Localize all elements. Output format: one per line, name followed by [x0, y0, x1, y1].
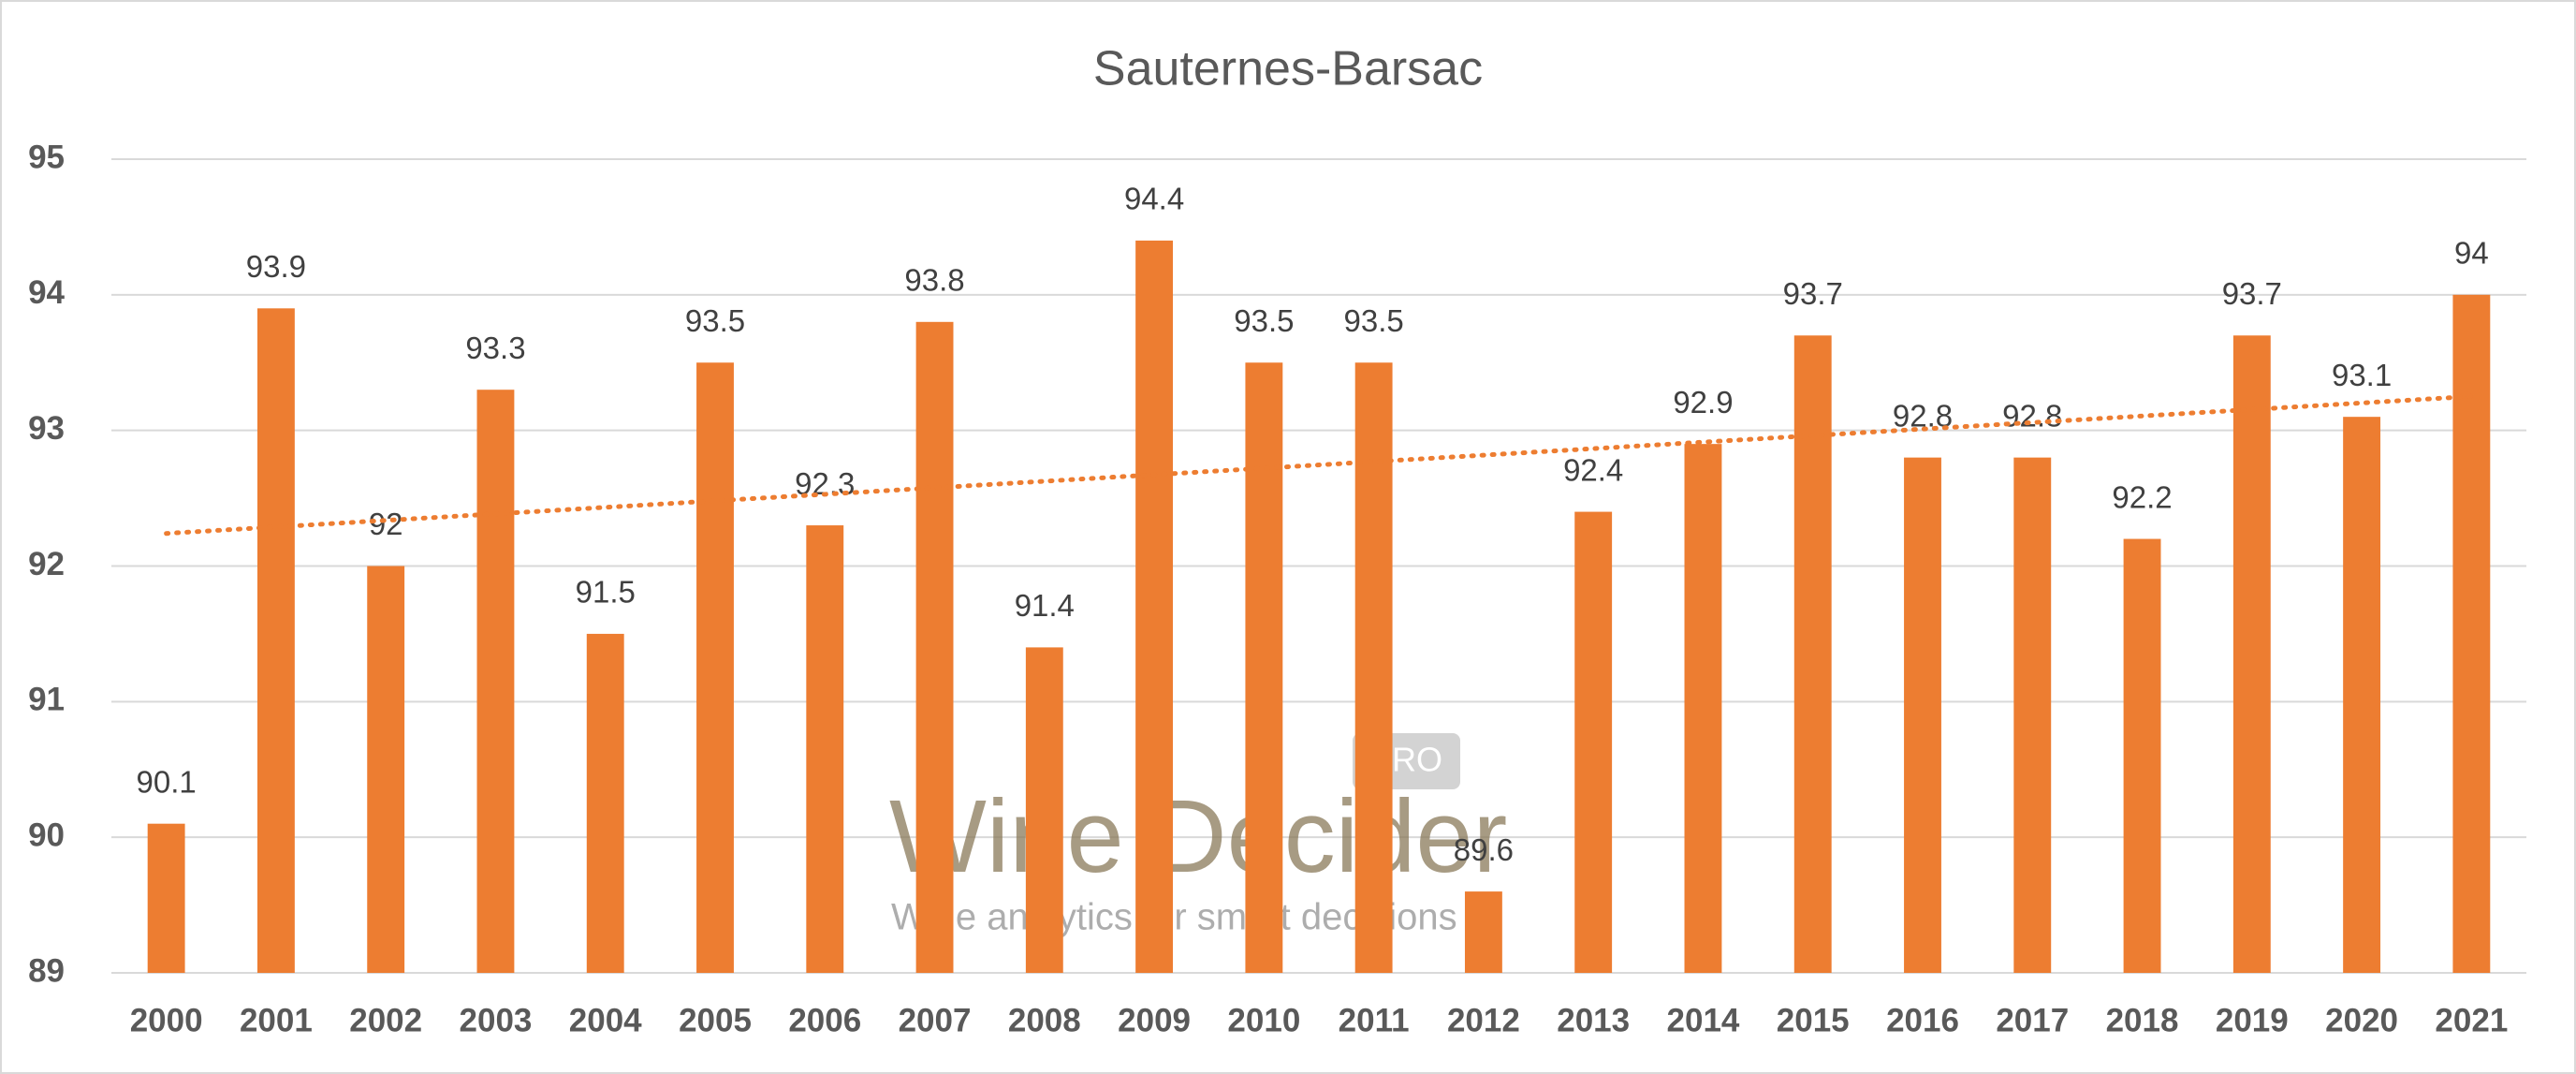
- x-tick-label: 2008: [1008, 1002, 1081, 1038]
- x-tick-label: 2011: [1339, 1002, 1410, 1038]
- bar: [2343, 417, 2381, 973]
- x-tick-label: 2012: [1447, 1002, 1520, 1038]
- bar: [147, 823, 185, 973]
- x-tick-label: 2016: [1886, 1002, 1959, 1038]
- bar: [2452, 294, 2491, 973]
- bar: [586, 633, 624, 973]
- data-label: 91.4: [1015, 588, 1075, 623]
- x-tick-label: 2005: [679, 1002, 752, 1038]
- trendline: [164, 393, 2474, 537]
- chart-title: Sauternes-Barsac: [1093, 42, 1483, 96]
- y-tick-label: 92: [28, 546, 65, 582]
- y-tick-label: 94: [28, 274, 65, 311]
- x-tick-label: 2002: [349, 1002, 422, 1038]
- bar: [1464, 891, 1502, 973]
- data-label: 92.2: [2112, 479, 2172, 514]
- data-label: 93.5: [685, 303, 745, 338]
- x-tick-label: 2006: [788, 1002, 861, 1038]
- x-tick-label: 2020: [2325, 1002, 2398, 1038]
- data-label: 93.1: [2332, 358, 2392, 392]
- data-label: 93.5: [1344, 303, 1404, 338]
- data-label: 93.5: [1234, 303, 1294, 338]
- data-label: 92.9: [1673, 385, 1733, 419]
- data-label: 90.1: [137, 764, 197, 799]
- x-tick-label: 2019: [2216, 1002, 2289, 1038]
- data-label: 92.8: [2002, 398, 2062, 433]
- bar: [367, 566, 405, 973]
- bar: [1793, 335, 1832, 973]
- y-tick-label: 91: [28, 682, 65, 718]
- bar: [1245, 362, 1283, 973]
- bar: [1354, 362, 1393, 973]
- x-tick-label: 2009: [1118, 1002, 1191, 1038]
- bar: [476, 390, 515, 973]
- bar: [1135, 240, 1174, 973]
- x-tick-label: 2015: [1777, 1002, 1850, 1038]
- bar: [1574, 511, 1613, 973]
- bar: [2123, 538, 2161, 973]
- x-tick-label: 2001: [240, 1002, 313, 1038]
- y-tick-label: 90: [28, 817, 65, 853]
- bar: [1025, 647, 1063, 973]
- data-label: 94: [2454, 236, 2489, 271]
- data-label: 94.4: [1124, 182, 1184, 216]
- x-tick-label: 2017: [1996, 1002, 2069, 1038]
- y-tick-label: 89: [28, 952, 65, 989]
- bar: [696, 362, 734, 973]
- x-tick-label: 2018: [2106, 1002, 2179, 1038]
- data-label: 93.8: [904, 263, 964, 298]
- bar: [806, 525, 844, 973]
- data-label: 89.6: [1454, 832, 1514, 867]
- bar: [256, 308, 295, 974]
- data-label: 93.7: [2222, 276, 2282, 311]
- bar: [1904, 457, 1941, 974]
- y-tick-label: 95: [28, 139, 65, 175]
- x-tick-label: 2013: [1557, 1002, 1630, 1038]
- data-label: 93.9: [246, 249, 306, 284]
- bar: [915, 321, 954, 973]
- y-tick-label: 93: [28, 410, 65, 447]
- watermark-brand: Wine Decider: [889, 779, 1507, 894]
- bar: [2232, 335, 2271, 973]
- x-tick-label: 2010: [1227, 1002, 1300, 1038]
- x-tick-label: 2021: [2435, 1002, 2508, 1038]
- data-label: 93.3: [465, 331, 525, 365]
- data-label: 92: [369, 507, 403, 541]
- x-tick-label: 2014: [1667, 1002, 1740, 1038]
- data-label: 91.5: [576, 575, 636, 610]
- bar: [2013, 457, 2052, 974]
- bar: [1684, 444, 1722, 973]
- data-label: 92.4: [1563, 452, 1623, 487]
- x-tick-label: 2007: [899, 1002, 972, 1038]
- x-tick-label: 2004: [569, 1002, 642, 1038]
- x-tick-label: 2000: [130, 1002, 203, 1038]
- data-label: 93.7: [1783, 276, 1843, 311]
- x-tick-label: 2003: [460, 1002, 533, 1038]
